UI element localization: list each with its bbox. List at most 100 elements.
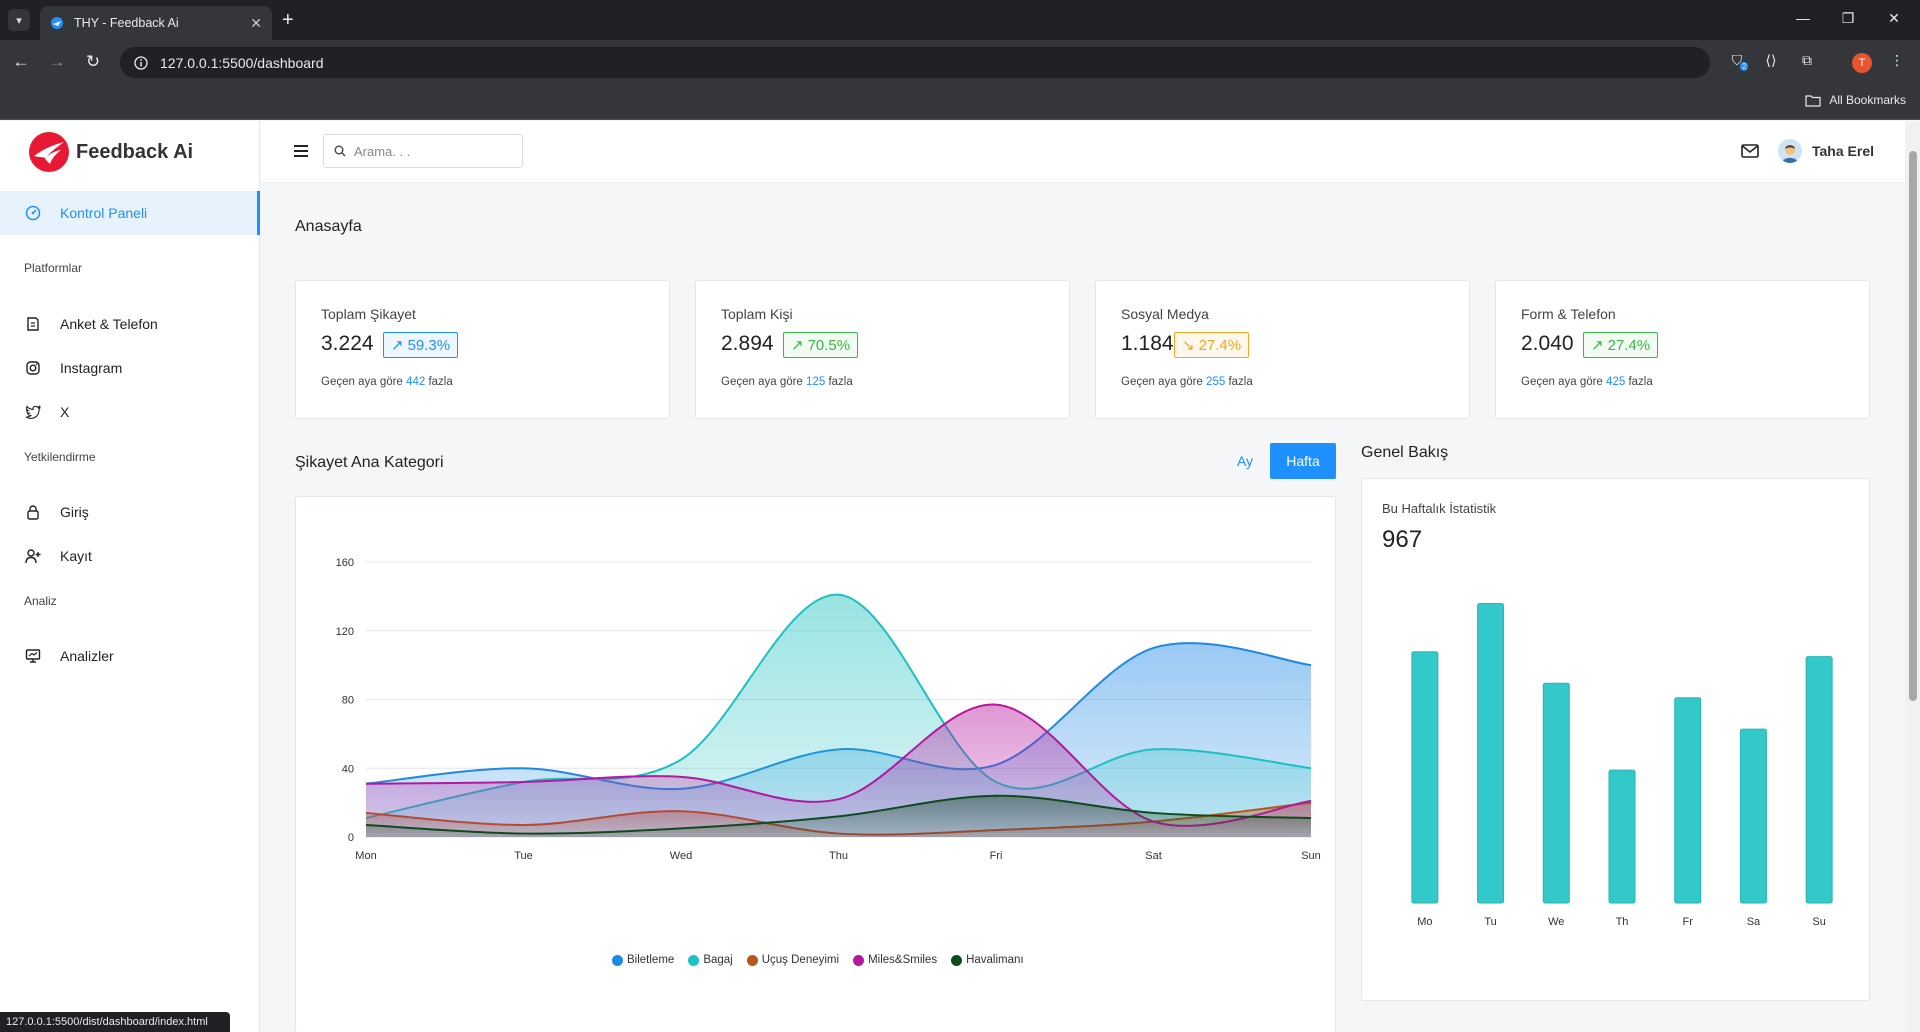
- legend-item[interactable]: Bagaj: [688, 954, 733, 966]
- survey-phone-icon: [24, 315, 42, 333]
- address-bar[interactable]: 127.0.0.1:5500/dashboard: [120, 47, 1710, 78]
- page-title: Anasayfa: [295, 218, 362, 235]
- stat-card-toplam-kisi: Toplam Kişi 2.894 ↗ 70.5% Geçen aya göre …: [695, 280, 1070, 419]
- sidebar-item-kontrol-paneli[interactable]: Kontrol Paneli: [0, 191, 260, 235]
- legend-item[interactable]: Biletleme: [612, 954, 674, 966]
- bar-mo: [1411, 651, 1439, 904]
- legend-label: Miles&Smiles: [868, 954, 938, 966]
- sidebar-item-kayit[interactable]: Kayıt: [24, 544, 92, 568]
- bar-x-tick-label: We: [1548, 916, 1564, 928]
- search-input[interactable]: Arama. . .: [323, 134, 523, 168]
- legend-label: Bagaj: [703, 954, 733, 966]
- extension-shield-icon[interactable]: ⛉ 2: [1731, 52, 1749, 71]
- sidebar-item-analizler[interactable]: Analizler: [24, 644, 114, 668]
- legend-item[interactable]: Uçuş Deneyimi: [746, 954, 839, 966]
- weekly-stat-label: Bu Haftalık İstatistik: [1382, 501, 1497, 516]
- mail-icon[interactable]: [1741, 143, 1759, 159]
- close-window-icon[interactable]: ✕: [1888, 10, 1900, 26]
- twitter-bird-icon: [24, 403, 42, 421]
- site-info-icon[interactable]: [134, 55, 148, 70]
- sidebar-item-instagram[interactable]: Instagram: [24, 356, 122, 380]
- toggle-month-button[interactable]: Ay: [1236, 453, 1254, 469]
- sidebar-item-giris[interactable]: Giriş: [24, 500, 89, 524]
- foot-prefix: Geçen aya göre: [1121, 376, 1203, 388]
- legend-item[interactable]: Miles&Smiles: [853, 954, 937, 966]
- back-arrow-icon[interactable]: ←: [12, 52, 30, 71]
- section-label-analiz: Analiz: [24, 594, 57, 608]
- logo-text: Feedback Ai: [76, 140, 194, 163]
- hamburger-menu-icon[interactable]: [293, 143, 309, 159]
- profile-avatar[interactable]: T: [1852, 53, 1872, 73]
- restore-icon[interactable]: ❐: [1841, 10, 1855, 26]
- bar-fr: [1674, 697, 1702, 904]
- x-tick-label: Fri: [990, 850, 1003, 862]
- foot-number: 425: [1606, 376, 1626, 388]
- username[interactable]: Taha Erel: [1812, 143, 1874, 159]
- search-icon: [334, 145, 346, 157]
- tab-title: THY - Feedback Ai: [74, 16, 179, 30]
- sidebar-item-label: X: [60, 404, 70, 420]
- stat-label: Sosyal Medya: [1121, 306, 1209, 322]
- stat-value: 3.224: [321, 332, 374, 355]
- bar-sa: [1739, 728, 1767, 904]
- url-text: 127.0.0.1:5500/dashboard: [160, 54, 324, 71]
- minimize-icon[interactable]: —: [1796, 10, 1810, 26]
- x-tick-label: Thu: [829, 850, 848, 862]
- change-value: 70.5%: [807, 336, 851, 354]
- stat-footnote: Geçen aya göre 255 fazla: [1121, 376, 1253, 388]
- legend-item[interactable]: Havalimanı: [951, 954, 1024, 966]
- bar-x-tick-label: Su: [1812, 916, 1825, 928]
- user-avatar[interactable]: [1778, 139, 1802, 163]
- folder-icon: [1805, 94, 1821, 107]
- change-value: 27.4%: [1198, 336, 1242, 354]
- tab-close-icon[interactable]: ✕: [250, 14, 262, 31]
- browser-tab[interactable]: THY - Feedback Ai ✕: [40, 6, 272, 40]
- bar-th: [1608, 769, 1636, 904]
- x-tick-label: Tue: [514, 850, 533, 862]
- all-bookmarks-button[interactable]: All Bookmarks: [1805, 93, 1906, 107]
- sidebar-item-label: Instagram: [60, 360, 123, 376]
- tab-search-chevron-icon[interactable]: ▾: [8, 9, 30, 31]
- y-tick-label: 120: [336, 626, 354, 638]
- browser-menu-icon[interactable]: ⋮: [1890, 52, 1904, 68]
- stat-value: 2.894: [721, 332, 774, 355]
- sidebar: Feedback Ai Kontrol Paneli Platformlar A…: [0, 121, 260, 1032]
- reload-icon[interactable]: ↻: [85, 52, 101, 71]
- sidebar-item-anket-telefon[interactable]: Anket & Telefon: [24, 312, 158, 336]
- app: Feedback Ai Kontrol Paneli Platformlar A…: [0, 121, 1905, 1032]
- monitor-chart-icon: [24, 647, 42, 665]
- x-tick-label: Sun: [1301, 850, 1321, 862]
- page-scrollbar[interactable]: [1905, 121, 1920, 1032]
- series-line-havaliman-: [365, 794, 1312, 835]
- stat-label: Toplam Şikayet: [321, 306, 416, 322]
- bar-we: [1542, 682, 1570, 904]
- trend-up-icon: ↗: [391, 337, 404, 354]
- bar-chart: Mo Tu We Th Fr Sa Su: [1411, 602, 1833, 928]
- user-plus-icon: [24, 547, 42, 565]
- trend-down-icon: ↘: [1182, 337, 1195, 354]
- code-extension-icon[interactable]: ⟨⟩: [1765, 52, 1777, 68]
- sidebar-item-label: Giriş: [60, 504, 89, 520]
- bar-x-tick-label: Sa: [1747, 916, 1761, 928]
- y-tick-label: 80: [342, 695, 354, 707]
- toggle-week-button[interactable]: Hafta: [1270, 443, 1336, 479]
- new-tab-plus-icon[interactable]: +: [282, 9, 294, 31]
- change-badge: ↗ 70.5%: [783, 332, 859, 358]
- forward-arrow-icon[interactable]: →: [48, 52, 66, 71]
- status-bar-url: 127.0.0.1:5500/dist/dashboard/index.html: [0, 1012, 230, 1032]
- extensions-puzzle-icon[interactable]: ⧉: [1802, 52, 1812, 68]
- scrollbar-thumb[interactable]: [1909, 151, 1917, 701]
- legend-swatch: [746, 954, 758, 966]
- legend-swatch: [951, 954, 963, 966]
- extension-badge: 2: [1740, 62, 1749, 71]
- bar-x-tick-label: Tu: [1484, 916, 1496, 928]
- logo[interactable]: Feedback Ai: [28, 131, 193, 173]
- stat-label: Form & Telefon: [1521, 306, 1616, 322]
- complaints-chart-title: Şikayet Ana Kategori: [295, 454, 444, 471]
- trend-up-icon: ↗: [791, 337, 804, 354]
- legend-swatch: [688, 954, 700, 966]
- stat-footnote: Geçen aya göre 442 fazla: [321, 376, 453, 388]
- weekly-stat-value: 967: [1382, 526, 1423, 553]
- sidebar-item-x[interactable]: X: [24, 400, 69, 424]
- foot-prefix: Geçen aya göre: [1521, 376, 1603, 388]
